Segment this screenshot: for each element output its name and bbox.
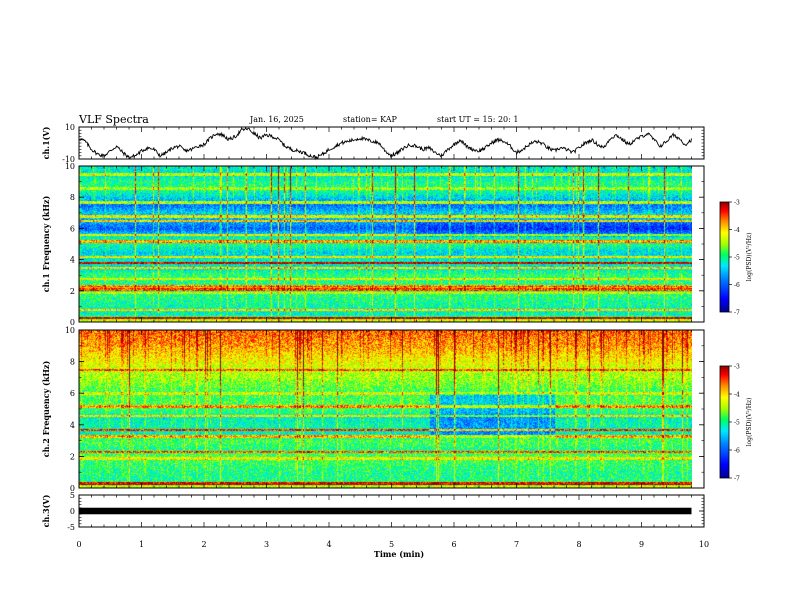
colorbar-gradient [719, 365, 730, 479]
time-tick-label: 5 [389, 540, 394, 549]
y-tick-label: -5 [67, 523, 75, 532]
y-tick-label: 0 [70, 318, 75, 327]
colorbar-label: log(PSD)(V²/Hz) [746, 233, 753, 282]
time-tick-label: 1 [139, 540, 144, 549]
colorbar-tick-label: -6 [734, 282, 740, 289]
y-tick-label: 8 [70, 193, 75, 202]
y-tick-label: 10 [65, 123, 75, 132]
date-label: Jan. 16, 2025 [249, 115, 304, 124]
ch2-spectrogram-heatmap [79, 330, 692, 488]
y-tick-label: 10 [65, 162, 75, 171]
y-tick-label: 10 [65, 326, 75, 335]
time-tick-label: 0 [76, 540, 81, 549]
y-tick-label: 6 [70, 389, 75, 398]
y-tick-label: -10 [62, 155, 75, 164]
y-axis-label: ch.2 Frequency (kHz) [41, 361, 51, 458]
ch1-spectrogram-panel: 0 2 4 6 8 10 ch.1 Frequency (kHz) [41, 162, 705, 327]
colorbar-tick-label: -5 [734, 255, 740, 262]
colorbar-tick-label: -7 [734, 476, 740, 483]
colorbar-tick-label: -4 [734, 392, 740, 399]
time-tick-label: 10 [699, 540, 709, 549]
time-tick-label: 3 [264, 540, 269, 549]
time-tick-label: 4 [326, 540, 331, 549]
ch2-spectrogram-panel: 0 2 4 6 8 10 ch.2 Frequency (kHz) [41, 326, 705, 493]
colorbar-tick-label: -5 [734, 420, 740, 427]
time-tick-label: 2 [201, 540, 206, 549]
y-axis-label: ch.3(V) [41, 494, 51, 527]
ch1-colorbar: -3 -4 -5 -6 -7 log(PSD)(V²/Hz) [719, 200, 753, 317]
figure-title: VLF Spectra [78, 113, 149, 126]
y-tick-label: 0 [70, 507, 75, 516]
ch2-colorbar: -3 -4 -5 -6 -7 log(PSD)(V²/Hz) [719, 364, 753, 483]
time-tick-label: 8 [576, 540, 581, 549]
ch1-waveform-panel: 10 -10 ch.1(V) [41, 123, 705, 164]
colorbar-tick-label: -4 [734, 227, 740, 234]
ch3-waveform-panel: 5 0 -5 ch.3(V) [41, 491, 705, 532]
colorbar-label: log(PSD)(V²/Hz) [746, 398, 753, 447]
y-axis-label: ch.1(V) [41, 126, 51, 159]
colorbar-tick-label: -7 [734, 310, 740, 317]
y-tick-label: 2 [70, 287, 75, 296]
y-tick-label: 2 [70, 452, 75, 461]
time-axis: 0 1 2 3 4 5 6 7 8 9 10 [76, 540, 709, 549]
time-tick-label: 7 [514, 540, 519, 549]
y-tick-label: 5 [70, 491, 75, 500]
colorbar-gradient [719, 201, 730, 313]
y-tick-label: 4 [70, 256, 75, 265]
time-tick-label: 9 [639, 540, 644, 549]
ch3-trace [79, 507, 692, 515]
y-axis-label: ch.1 Frequency (kHz) [41, 196, 51, 293]
y-tick-label: 4 [70, 421, 75, 430]
colorbar-tick-label: -6 [734, 448, 740, 455]
ch1-trace [78, 126, 692, 161]
time-tick-label: 6 [451, 540, 456, 549]
colorbar-tick-label: -3 [734, 364, 740, 371]
time-axis-label: Time (min) [374, 549, 424, 559]
ch1-spectrogram-heatmap [79, 166, 692, 322]
y-tick-label: 8 [70, 358, 75, 367]
start-time-label: start UT = 15: 20: 1 [437, 115, 518, 124]
station-label: station= KAP [343, 115, 398, 124]
colorbar-tick-label: -3 [734, 200, 740, 207]
y-tick-label: 6 [70, 224, 75, 233]
y-tick-label: 0 [70, 484, 75, 493]
